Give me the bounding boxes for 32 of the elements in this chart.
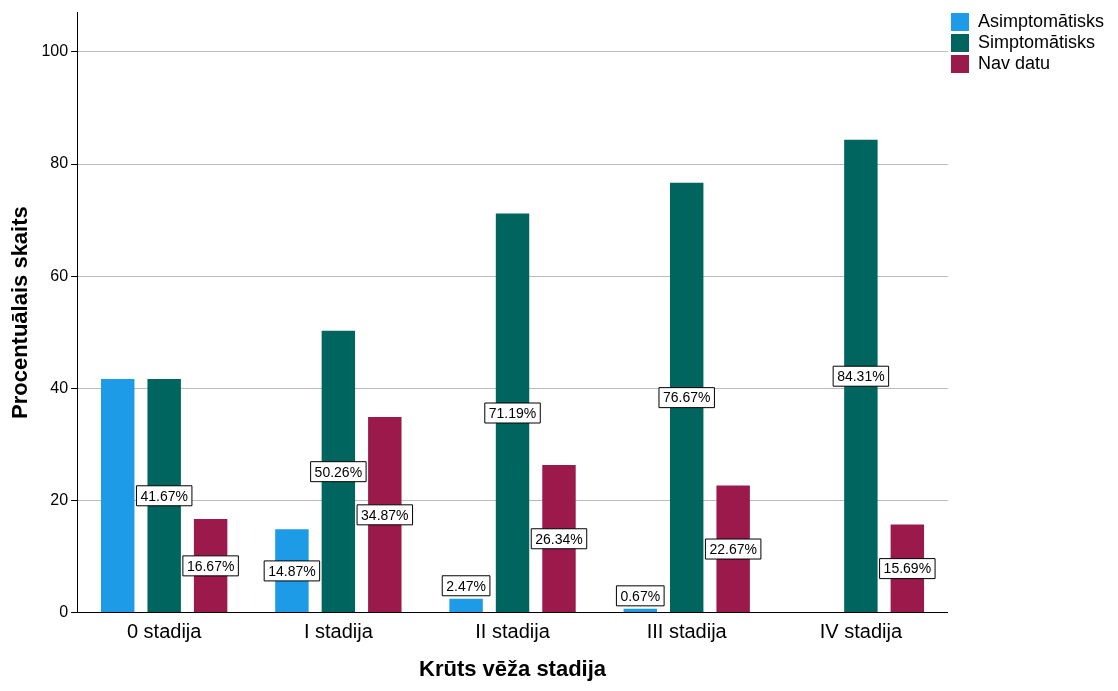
y-tick-label: 20 — [50, 490, 69, 508]
data-label: 2.47% — [446, 577, 486, 594]
data-label: 15.69% — [883, 560, 932, 577]
data-label: 16.67% — [186, 557, 235, 574]
data-label: 71.19% — [488, 404, 537, 421]
y-tick-label: 0 — [59, 603, 69, 621]
x-tick-label: III stadija — [646, 620, 728, 643]
data-label: 26.34% — [535, 530, 583, 547]
data-label: 22.67% — [709, 540, 757, 557]
y-axis-title: Procentuālais skaits — [7, 206, 33, 419]
y-tick-label: 100 — [41, 42, 69, 60]
legend-label: Asimptomātisks — [977, 10, 1104, 31]
bar — [623, 608, 657, 613]
data-label: 84.31% — [837, 368, 885, 385]
x-tick-label: 0 stadija — [126, 620, 203, 643]
data-label: 41.67% — [140, 487, 188, 504]
bar — [101, 378, 135, 613]
data-label: 14.87% — [268, 562, 316, 579]
x-tick-label: I stadija — [303, 620, 374, 643]
data-label: 76.67% — [662, 389, 711, 406]
bar — [449, 598, 483, 613]
y-tick-label: 60 — [50, 266, 69, 284]
x-tick-label: IV stadija — [819, 620, 903, 643]
x-axis-title: Krūts vēža stadija — [419, 655, 607, 681]
y-tick-label: 40 — [50, 378, 69, 396]
legend-label: Nav datu — [977, 52, 1051, 73]
y-tick-label: 80 — [50, 154, 69, 172]
data-label: 0.67% — [620, 587, 661, 604]
legend-label: Simptomātisks — [977, 31, 1095, 52]
data-label: 50.26% — [314, 463, 363, 480]
data-label: 34.87% — [361, 506, 409, 523]
x-tick-label: II stadija — [475, 620, 551, 643]
